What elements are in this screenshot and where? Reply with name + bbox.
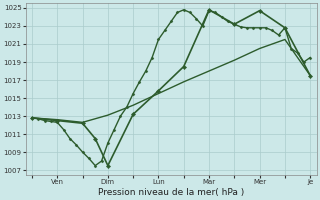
X-axis label: Pression niveau de la mer( hPa ): Pression niveau de la mer( hPa ) <box>98 188 244 197</box>
